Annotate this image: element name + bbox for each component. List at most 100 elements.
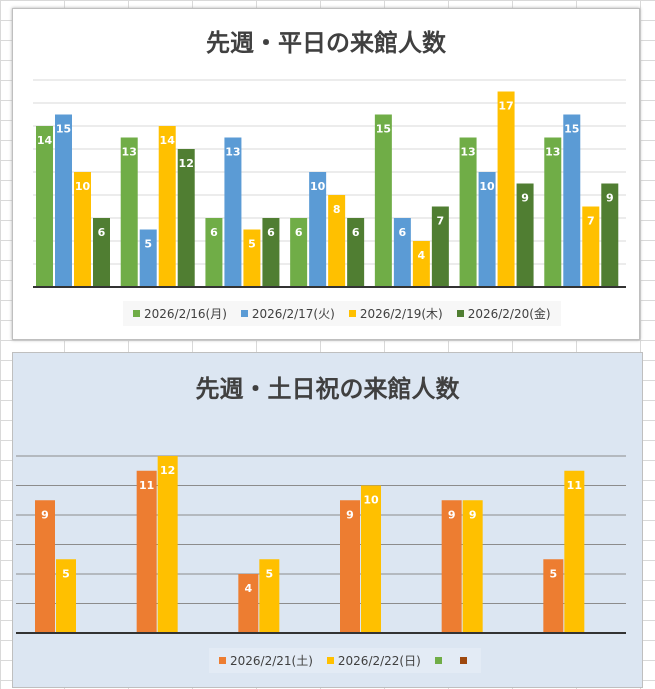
data-label: 12 [179, 157, 194, 170]
data-label: 17 [498, 100, 513, 113]
data-label: 11 [567, 479, 582, 492]
bar [74, 172, 91, 287]
legend-swatch [240, 310, 248, 317]
data-label: 10 [310, 180, 326, 193]
legend: 2026/2/16(月) 2026/2/17(火) 2026/2/19(木) 2026… [123, 301, 561, 326]
chart-title: 先週・土日祝の来館人数 [195, 375, 460, 403]
bar [259, 559, 280, 633]
data-label: 5 [550, 567, 558, 580]
data-label: 5 [62, 567, 70, 580]
data-label: 15 [376, 123, 391, 136]
data-label: 9 [521, 192, 529, 205]
bar [139, 229, 157, 287]
data-label: 6 [210, 226, 218, 239]
data-label: 8 [333, 203, 341, 216]
bar [564, 470, 585, 633]
weekday-plot: 14 13 6 6 15 13 13 15 5 13 10 6 10 15 10 14 5 8 4 17 7 6 12 6 6 7… [33, 79, 626, 288]
data-label: 6 [295, 226, 303, 239]
bar [35, 500, 55, 633]
data-label: 5 [266, 567, 274, 580]
data-label: 7 [587, 215, 595, 228]
bar [177, 149, 195, 287]
bar [328, 195, 346, 287]
legend-item [434, 657, 446, 664]
bar [157, 456, 178, 633]
data-label: 4 [418, 249, 426, 262]
bar [136, 470, 157, 633]
legend-item: 2026/2/17(火) [240, 305, 335, 322]
bar [243, 229, 261, 287]
legend-swatch [133, 310, 140, 317]
data-label: 13 [122, 146, 137, 159]
data-label: 9 [41, 508, 49, 521]
bar [158, 126, 176, 287]
bar [262, 218, 280, 287]
bar [224, 137, 242, 287]
data-label: 9 [448, 508, 456, 521]
data-label: 4 [245, 582, 253, 595]
legend-label: 2026/2/16(月) [144, 307, 227, 321]
bar [459, 137, 477, 287]
legend-label: 2026/2/22(日) [337, 654, 421, 668]
data-label: 15 [56, 123, 71, 136]
legend-item: 2026/2/16(月) [133, 305, 227, 322]
chart-title: 先週・平日の来館人数 [206, 29, 446, 57]
bar [361, 485, 381, 633]
bar [205, 218, 223, 287]
legend-swatch [348, 310, 356, 317]
data-label: 6 [399, 226, 407, 239]
legend-label: 2026/2/20(金) [467, 307, 551, 321]
legend-swatch [459, 657, 467, 664]
bar [478, 172, 496, 287]
bar [120, 137, 138, 287]
legend-swatch [326, 657, 334, 664]
data-label: 13 [460, 146, 475, 159]
legend-item: 2026/2/21(土) [219, 652, 313, 669]
bar [55, 114, 72, 287]
data-label: 9 [469, 508, 477, 521]
data-label: 6 [98, 226, 106, 239]
bar [516, 183, 534, 287]
data-label: 10 [363, 494, 379, 507]
bar [497, 91, 515, 287]
legend-item: 2026/2/22(日) [326, 652, 421, 669]
bar [431, 206, 449, 287]
legend-item: 2026/2/19(木) [348, 305, 443, 322]
legend: 2026/2/21(土) 2026/2/22(日) [209, 648, 481, 673]
data-label: 14 [37, 134, 53, 147]
legend-swatch [219, 657, 226, 664]
bar [544, 137, 562, 287]
data-label: 14 [160, 134, 176, 147]
data-label: 5 [144, 238, 152, 251]
legend-item: 2026/2/20(金) [456, 305, 551, 322]
weekday-chart[interactable]: 先週・平日の来館人数 14 13 6 6 15 13 13 15 5 13 10 6 10 15 10 14 5… [12, 8, 640, 340]
legend-label: 2026/2/21(土) [230, 654, 313, 668]
bar [563, 114, 581, 287]
bar [238, 574, 259, 633]
bar [462, 500, 483, 633]
bar [340, 500, 360, 633]
data-label: 11 [139, 479, 154, 492]
legend-swatch [456, 310, 464, 317]
data-label: 6 [267, 226, 275, 239]
bar [290, 218, 308, 287]
data-label: 7 [437, 215, 445, 228]
bar [393, 218, 411, 287]
data-label: 12 [160, 464, 175, 477]
data-label: 5 [248, 238, 256, 251]
data-label: 13 [225, 146, 240, 159]
data-label: 10 [75, 180, 91, 193]
legend-label: 2026/2/19(木) [359, 307, 443, 321]
legend-item [459, 657, 471, 664]
bar [543, 559, 564, 633]
data-label: 9 [346, 508, 354, 521]
bar [412, 241, 430, 287]
bar [93, 218, 110, 287]
bar [56, 559, 76, 633]
bar [601, 183, 619, 287]
bar [36, 126, 53, 287]
weekend-chart[interactable]: 先週・土日祝の来館人数 9 11 4 9 9 5 5 12 5 10 9 11 2026/2/21(土… [12, 352, 643, 688]
legend-label: 2026/2/17(火) [251, 307, 335, 321]
data-label: 13 [545, 146, 560, 159]
bar [441, 500, 462, 633]
